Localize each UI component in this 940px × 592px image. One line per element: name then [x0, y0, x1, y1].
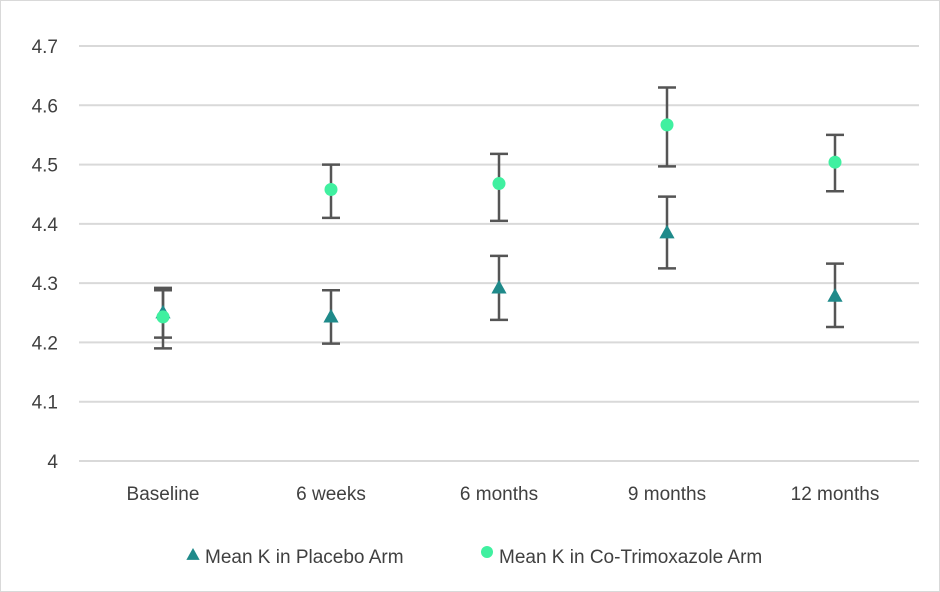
error-bars	[154, 86, 844, 350]
y-tick-label: 4.3	[32, 274, 58, 295]
placebo-point	[659, 224, 675, 239]
placebo-point	[827, 288, 843, 302]
x-tick-label: 9 months	[628, 484, 706, 505]
y-tick-label: 4.5	[32, 156, 58, 177]
cotrimoxazole-point	[156, 310, 170, 324]
cotrimoxazole-point	[660, 118, 674, 132]
y-axis-tick-labels: 4 4.1 4.2 4.3 4.4 4.5 4.6 4.7	[32, 37, 59, 473]
legend-circle-icon	[481, 546, 493, 558]
data-markers	[155, 118, 843, 324]
cotrimoxazole-point	[828, 155, 842, 169]
x-axis-tick-labels: Baseline 6 weeks 6 months 9 months 12 months	[127, 484, 880, 505]
y-tick-label: 4.7	[32, 37, 58, 58]
legend: Mean K in Placebo Arm Mean K in Co-Trimox…	[186, 546, 762, 568]
placebo-point	[323, 308, 339, 323]
cotrimoxazole-point	[324, 182, 338, 196]
y-tick-label: 4.2	[32, 333, 58, 354]
placebo-point	[491, 279, 507, 294]
y-tick-label: 4.1	[32, 393, 58, 414]
x-tick-label: 6 months	[460, 484, 538, 505]
legend-triangle-icon	[186, 548, 200, 560]
x-tick-label: Baseline	[127, 484, 200, 505]
x-tick-label: 6 weeks	[296, 484, 366, 505]
y-tick-label: 4.4	[32, 215, 59, 236]
legend-label-placebo: Mean K in Placebo Arm	[205, 547, 404, 568]
legend-label-cotrimoxazole: Mean K in Co-Trimoxazole Arm	[499, 547, 762, 568]
gridlines	[79, 45, 919, 462]
y-tick-label: 4	[47, 452, 58, 473]
x-tick-label: 12 months	[791, 484, 880, 505]
y-tick-label: 4.6	[32, 96, 58, 117]
cotrimoxazole-point	[492, 177, 506, 191]
